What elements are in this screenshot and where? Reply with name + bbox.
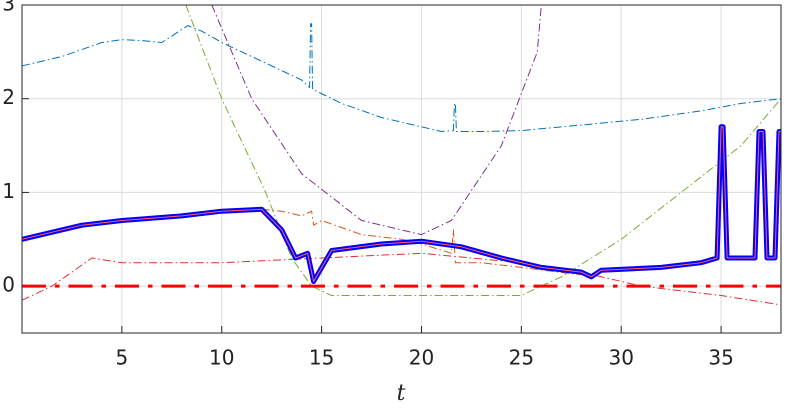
series-line: [261, 208, 582, 276]
series-line-core: [22, 126, 781, 282]
series-line: [22, 23, 781, 132]
y-tick-label: 2: [2, 85, 15, 109]
series-line: [211, 5, 542, 236]
x-tick-label: 10: [209, 346, 234, 370]
y-tick-label: 3: [2, 0, 15, 16]
series-line: [185, 5, 781, 296]
series-line: [22, 252, 781, 306]
x-axis-label: t: [397, 381, 406, 406]
y-tick-label: 1: [2, 179, 15, 203]
y-tick-label: 0: [2, 273, 15, 297]
x-tick-label: 20: [409, 346, 434, 370]
x-tick-label: 5: [116, 346, 129, 370]
x-tick-label: 30: [608, 346, 633, 370]
x-tick-label: 35: [708, 346, 733, 370]
x-tick-label: 25: [509, 346, 534, 370]
x-tick-label: 15: [309, 346, 334, 370]
plot-area: [22, 5, 781, 333]
axes-box: [21, 4, 782, 334]
